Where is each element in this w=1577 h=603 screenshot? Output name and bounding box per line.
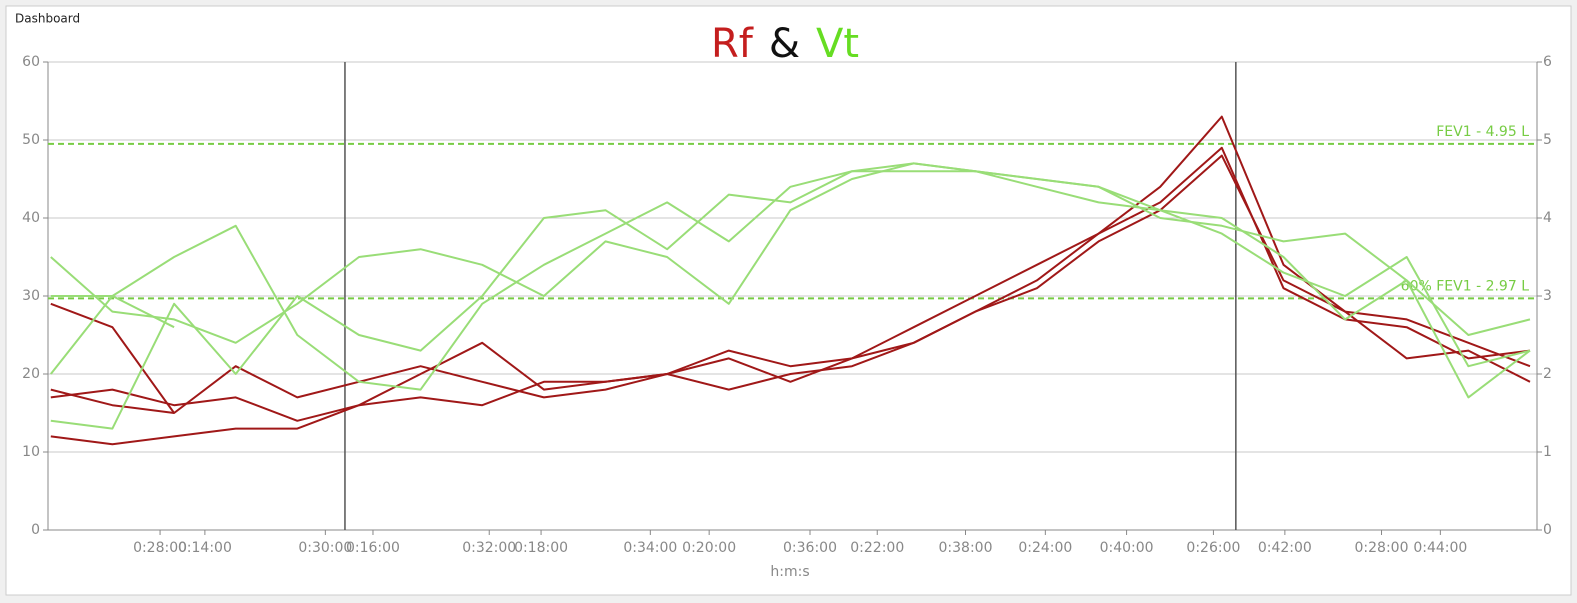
series-line — [50, 295, 175, 375]
series-line — [50, 162, 1531, 344]
reference-label: FEV1 - 4.95 L — [1436, 124, 1529, 140]
y-tick-label: 20 — [22, 366, 40, 382]
x-tick-label: 0:28:00 — [133, 540, 187, 556]
x-tick-label: 0:38:00 — [939, 540, 993, 556]
chart-title: Rf & Vt — [711, 21, 859, 67]
y-tick-label: 0 — [31, 522, 40, 538]
x-tick-label: 0:34:00 — [623, 540, 677, 556]
series-line — [50, 115, 1531, 422]
x-tick-label: 0:28:00 — [1355, 540, 1409, 556]
x-tick-label: 0:40:00 — [1100, 540, 1154, 556]
y2-tick-label: 4 — [1543, 210, 1552, 226]
reference-label: 60% FEV1 - 2.97 L — [1401, 278, 1530, 294]
panel — [5, 5, 1572, 596]
x-tick-label: 0:42:00 — [1258, 540, 1312, 556]
x-axis-label: h:m:s — [770, 564, 809, 580]
x-tick-label: 0:16:00 — [346, 540, 400, 556]
y2-tick-label: 1 — [1543, 444, 1552, 460]
y-tick-label: 60 — [22, 54, 40, 70]
y2-tick-label: 2 — [1543, 366, 1552, 382]
series-line — [50, 170, 1531, 430]
x-tick-label: 0:22:00 — [850, 540, 904, 556]
x-tick-label: 0:36:00 — [783, 540, 837, 556]
series-line — [50, 146, 1531, 446]
x-tick-label: 0:14:00 — [178, 540, 232, 556]
y2-tick-label: 3 — [1543, 288, 1552, 304]
series-line — [50, 388, 175, 414]
y2-tick-label: 5 — [1543, 132, 1552, 148]
title-part: Rf — [711, 21, 754, 67]
y-tick-label: 40 — [22, 210, 40, 226]
y2-tick-label: 0 — [1543, 522, 1552, 538]
x-tick-label: 0:24:00 — [1018, 540, 1072, 556]
series-line — [50, 154, 1531, 414]
series-line — [50, 162, 1531, 399]
y2-tick-label: 6 — [1543, 54, 1552, 70]
x-tick-label: 0:26:00 — [1186, 540, 1240, 556]
x-tick-label: 0:32:00 — [462, 540, 516, 556]
x-tick-label: 0:30:00 — [298, 540, 352, 556]
y-tick-label: 50 — [22, 132, 40, 148]
x-tick-label: 0:18:00 — [514, 540, 568, 556]
y-tick-label: 10 — [22, 444, 40, 460]
panel-title: Dashboard — [15, 12, 80, 26]
title-part: & — [769, 21, 800, 67]
title-part: Vt — [816, 21, 859, 67]
x-tick-label: 0:20:00 — [682, 540, 736, 556]
y-tick-label: 30 — [22, 288, 40, 304]
x-tick-label: 0:44:00 — [1413, 540, 1467, 556]
